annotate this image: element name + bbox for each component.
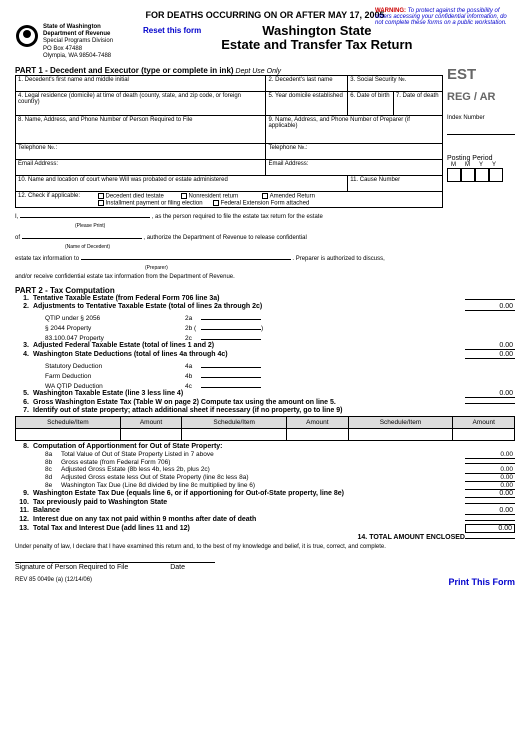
line5-amt[interactable]: 0.00 (465, 390, 515, 398)
cb-testate[interactable] (98, 193, 104, 199)
cb-nonresident[interactable] (181, 193, 187, 199)
side-panel: EST REG / AR Index Number Posting Period… (443, 66, 515, 208)
auth-name-field[interactable] (20, 210, 150, 218)
line7-label: Identify out of state property; attach a… (33, 407, 515, 414)
field-cause[interactable]: 11. Cause Number (348, 175, 443, 191)
agency-state: State of Washington (43, 24, 113, 31)
line1-amt[interactable] (465, 299, 515, 300)
field-12-label: 12. Check if applicable: (16, 191, 96, 207)
line4-label: Washington State Deductions (total of li… (33, 351, 465, 358)
auth-preparer-field[interactable] (81, 252, 291, 260)
field-email2[interactable]: Email Address: (266, 159, 443, 175)
penalty-declaration: Under penalty of law, I declare that I h… (15, 544, 515, 550)
side-est: EST (447, 66, 515, 83)
line5-label: Washington Taxable Estate (line 3 less l… (33, 390, 465, 397)
line8c-amt[interactable]: 0.00 (465, 466, 515, 474)
agency-dept: Department of Revenue (43, 31, 113, 38)
line8d-amt[interactable]: 0.00 (465, 474, 515, 482)
field-ssn[interactable]: 3. Social Security №. (348, 75, 443, 91)
part1-header: PART 1 - Decedent and Executor (type or … (15, 66, 234, 75)
line8e-amt[interactable]: 0.00 (465, 482, 515, 490)
line11-amt[interactable]: 0.00 (465, 507, 515, 515)
line14-label: 14. TOTAL AMOUNT ENCLOSED (33, 534, 465, 541)
line2b-amt[interactable] (201, 322, 261, 330)
line9-label: Washington Estate Tax Due (equals line 6… (33, 490, 465, 497)
line14-amt[interactable] (465, 538, 515, 539)
cb-installment[interactable] (98, 200, 104, 206)
agency-city: Olympia, WA 98504-7488 (43, 53, 113, 60)
field-first-name[interactable]: 1. Decedent's first name and middle init… (16, 75, 266, 91)
line10-amt[interactable] (465, 503, 515, 504)
agency-div: Special Programs Division (43, 38, 113, 45)
wa-state-logo-icon (15, 24, 39, 48)
line3-amt[interactable]: 0.00 (465, 342, 515, 350)
field-email1[interactable]: Email Address: (16, 159, 266, 175)
auth-estate-field[interactable] (22, 231, 142, 239)
index-number-field[interactable] (447, 121, 515, 135)
form-revision: REV 85 0049e (a) (12/14/06) (15, 577, 92, 587)
reset-form-button[interactable]: Reset this form (143, 26, 201, 35)
sched-h2: Amount (120, 417, 182, 429)
line10-label: Tax previously paid to Washington State (33, 499, 465, 506)
line8-label: Computation of Apportionment for Out of … (33, 443, 515, 450)
side-regar: REG / AR (447, 91, 515, 103)
line2-amt[interactable]: 0.00 (465, 303, 515, 311)
authorization-text: I, , as the person required to file the … (15, 210, 515, 282)
posting-period-label: Posting Period (447, 155, 515, 162)
field-dod[interactable]: 7. Date of death (393, 91, 442, 115)
field-last-name[interactable]: 2. Decedent's last name (266, 75, 348, 91)
schedule-table: Schedule/Item Amount Schedule/Item Amoun… (15, 416, 515, 441)
line2-label: Adjustments to Tentative Taxable Estate … (33, 303, 465, 310)
field-preparer[interactable]: 9. Name, Address, and Phone Number of Pr… (266, 115, 443, 143)
line4a-amt[interactable] (201, 360, 261, 368)
line2c-amt[interactable] (201, 332, 261, 340)
line11-label: Balance (33, 507, 465, 514)
cb-federal-ext[interactable] (213, 200, 219, 206)
line12-label: Interest due on any tax not paid within … (33, 516, 465, 523)
field-year-established[interactable]: 5. Year domicile established (266, 91, 348, 115)
part2-header: PART 2 - Tax Computation (15, 286, 515, 295)
line12-amt[interactable] (465, 520, 515, 521)
line2a-amt[interactable] (201, 312, 261, 320)
sched-h1: Schedule/Item (16, 417, 121, 429)
line4b-amt[interactable] (201, 370, 261, 378)
checkbox-row: Decedent died testate Nonresident return… (96, 191, 443, 207)
posting-boxes[interactable] (447, 168, 515, 182)
title-line1: Washington State (221, 24, 412, 38)
line4-amt[interactable]: 0.00 (465, 351, 515, 359)
line9-amt[interactable]: 0.00 (465, 490, 515, 498)
line3-label: Adjusted Federal Taxable Estate (total o… (33, 342, 465, 349)
line6-amt[interactable] (465, 403, 515, 404)
line8a-amt[interactable]: 0.00 (465, 451, 515, 459)
line1-label: Tentative Taxable Estate (from Federal F… (33, 295, 465, 302)
warning-box: WARNING: To protect against the possibil… (375, 8, 515, 26)
field-filer[interactable]: 8. Name, Address, and Phone Number of Pe… (16, 115, 266, 143)
decedent-table: 1. Decedent's first name and middle init… (15, 75, 443, 208)
agency-po: PO Box 47488 (43, 46, 113, 53)
sched-h4: Amount (287, 417, 349, 429)
field-dob[interactable]: 6. Date of birth (348, 91, 394, 115)
title-line2: Estate and Transfer Tax Return (221, 38, 412, 52)
line13-amt[interactable]: 0.00 (465, 524, 515, 533)
signature-line[interactable]: Signature of Person Required to File Dat… (15, 562, 215, 571)
form-title: Washington State Estate and Transfer Tax… (221, 24, 412, 53)
line4c-amt[interactable] (201, 380, 261, 388)
field-tel1[interactable]: Telephone №.: (16, 143, 266, 159)
line8b-amt[interactable] (465, 463, 515, 464)
dept-use-only: Dept Use Only (236, 68, 282, 75)
print-form-button[interactable]: Print This Form (448, 577, 515, 587)
sched-h5: Schedule/Item (348, 417, 453, 429)
line6-label: Gross Washington Estate Tax (Table W on … (33, 399, 465, 406)
sched-h6: Amount (453, 417, 515, 429)
agency-block: State of Washington Department of Revenu… (43, 24, 113, 60)
field-court[interactable]: 10. Name and location of court where Wil… (16, 175, 348, 191)
field-residence[interactable]: 4. Legal residence (domicile) at time of… (16, 91, 266, 115)
field-tel2[interactable]: Telephone №.: (266, 143, 443, 159)
line13-label: Total Tax and Interest Due (add lines 11… (33, 525, 465, 532)
sched-h3: Schedule/Item (182, 417, 287, 429)
cb-amended[interactable] (262, 193, 268, 199)
